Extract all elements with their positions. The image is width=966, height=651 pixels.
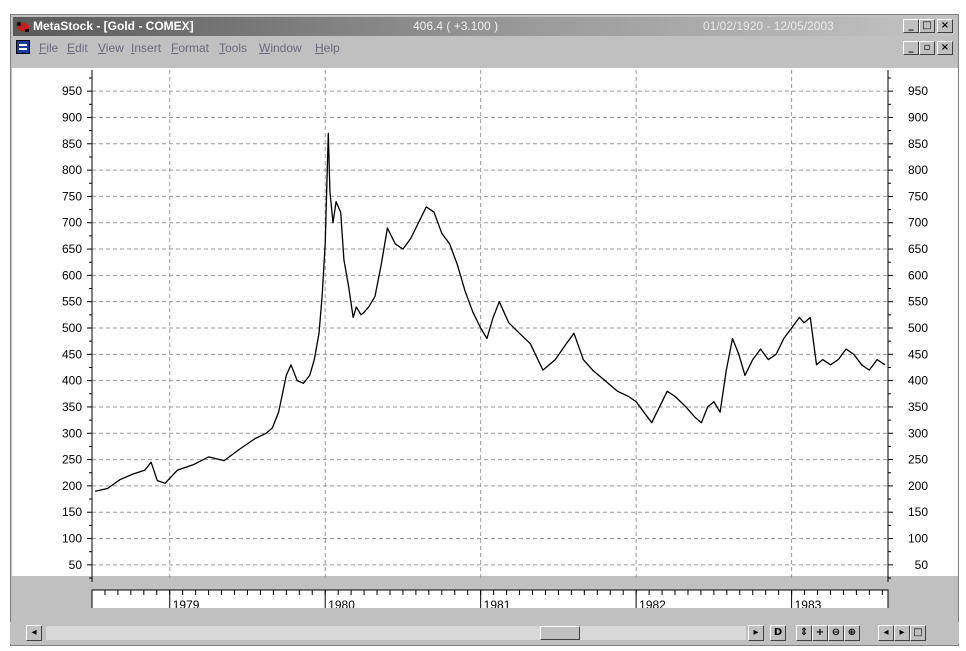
y-tick-label-right: 150 (908, 505, 928, 519)
y-tick-label-left: 300 (62, 426, 82, 440)
pan-right-icon[interactable]: ▸ (894, 625, 910, 641)
y-tick-label-right: 700 (908, 216, 928, 230)
y-tick-label-right: 300 (908, 426, 928, 440)
y-tick-label-left: 350 (62, 400, 82, 414)
y-tick-label-left: 400 (62, 374, 82, 388)
chart-svg: 50 50 100 100 150 150 200 200 250 250 300 300 350 350… (12, 68, 958, 608)
y-tick-label-right: 550 (908, 295, 928, 309)
y-tick-label-right: 400 (908, 374, 928, 388)
close-button[interactable]: × (937, 19, 953, 33)
x-tick-label: 1980 (328, 598, 355, 608)
minimize-button[interactable]: _ (903, 19, 919, 33)
x-tick-label: 1979 (173, 598, 200, 608)
menu-window[interactable]: Window (259, 41, 302, 55)
periodicity-button[interactable]: D (770, 625, 786, 641)
x-tick-label: 1982 (639, 598, 666, 608)
y-tick-label-left: 100 (62, 532, 82, 546)
crosshair-icon[interactable]: + (812, 625, 828, 641)
zoom-in-icon[interactable]: ⊕ (844, 625, 860, 641)
menu-file[interactable]: File (39, 41, 59, 55)
y-tick-label-right: 350 (908, 400, 928, 414)
y-tick-label-left: 650 (62, 242, 82, 256)
menu-view[interactable]: View (98, 41, 124, 55)
y-tick-label-left: 900 (62, 110, 82, 124)
menu-tools[interactable]: Tools (219, 41, 248, 55)
y-tick-label-left: 600 (62, 268, 82, 282)
y-tick-label-right: 100 (908, 532, 928, 546)
fit-window-icon[interactable]: □ (910, 625, 926, 641)
y-tick-label-left: 250 (62, 453, 82, 467)
y-tick-label-right: 250 (908, 453, 928, 467)
y-tick-label-right: 750 (908, 189, 928, 203)
y-tick-label-right: 900 (908, 110, 928, 124)
y-tick-label-left: 800 (62, 163, 82, 177)
doc-minimize-button[interactable]: _ (903, 41, 919, 55)
scroll-right-button[interactable]: ▸ (748, 625, 764, 641)
menu-edit[interactable]: Edit (67, 41, 88, 55)
y-tick-label-left: 950 (62, 84, 82, 98)
y-tick-label-right: 850 (908, 137, 928, 151)
scroll-left-button[interactable]: ◂ (26, 625, 42, 641)
date-range: 01/02/1920 - 12/05/2003 (703, 19, 834, 33)
y-tick-label-right: 950 (908, 84, 928, 98)
vertical-scale-icon[interactable]: ⇕ (796, 625, 812, 641)
document-icon[interactable] (16, 40, 30, 54)
title-bar[interactable]: MetaStock - [Gold - COMEX] 406.4 ( +3.10… (13, 17, 956, 36)
window-title: MetaStock - [Gold - COMEX] (33, 19, 194, 33)
bottom-toolbar: ◂ ▸ D ⇕ + ⊖ ⊕ ◂ ▸ □ (10, 622, 959, 644)
y-tick-label-left: 700 (62, 216, 82, 230)
scrollbar-thumb[interactable] (540, 626, 580, 640)
y-tick-label-left: 850 (62, 137, 82, 151)
doc-close-button[interactable]: × (937, 41, 953, 55)
y-tick-label-right: 500 (908, 321, 928, 335)
y-tick-label-right: 200 (908, 479, 928, 493)
zoom-out-icon[interactable]: ⊖ (828, 625, 844, 641)
y-tick-label-left: 150 (62, 505, 82, 519)
pan-left-icon[interactable]: ◂ (878, 625, 894, 641)
y-tick-label-right: 650 (908, 242, 928, 256)
price-readout: 406.4 ( +3.100 ) (413, 19, 499, 33)
horizontal-scrollbar[interactable] (46, 626, 746, 640)
y-tick-label-right: 800 (908, 163, 928, 177)
doc-restore-button[interactable]: ▫ (919, 41, 935, 55)
menu-insert[interactable]: Insert (131, 41, 162, 55)
y-tick-label-left: 550 (62, 295, 82, 309)
x-axis-strip (91, 589, 889, 608)
menu-bar: File Edit View Insert Format Tools Windo… (13, 38, 956, 58)
metastock-bull-icon (17, 22, 29, 32)
x-tick-label: 1983 (795, 598, 822, 608)
y-tick-label-left: 750 (62, 189, 82, 203)
x-tick-label: 1981 (484, 598, 511, 608)
y-tick-label-right: 600 (908, 268, 928, 282)
price-chart[interactable]: 50 50 100 100 150 150 200 200 250 250 300 300 350 350… (12, 68, 958, 608)
y-tick-label-left: 50 (69, 558, 83, 572)
y-tick-label-right: 50 (915, 558, 929, 572)
y-tick-label-left: 200 (62, 479, 82, 493)
menu-help[interactable]: Help (315, 41, 340, 55)
y-tick-label-right: 450 (908, 347, 928, 361)
y-tick-label-left: 450 (62, 347, 82, 361)
gold-price-line (94, 132, 886, 492)
y-tick-label-left: 500 (62, 321, 82, 335)
menu-format[interactable]: Format (171, 41, 210, 55)
maximize-button[interactable]: □ (919, 19, 935, 33)
